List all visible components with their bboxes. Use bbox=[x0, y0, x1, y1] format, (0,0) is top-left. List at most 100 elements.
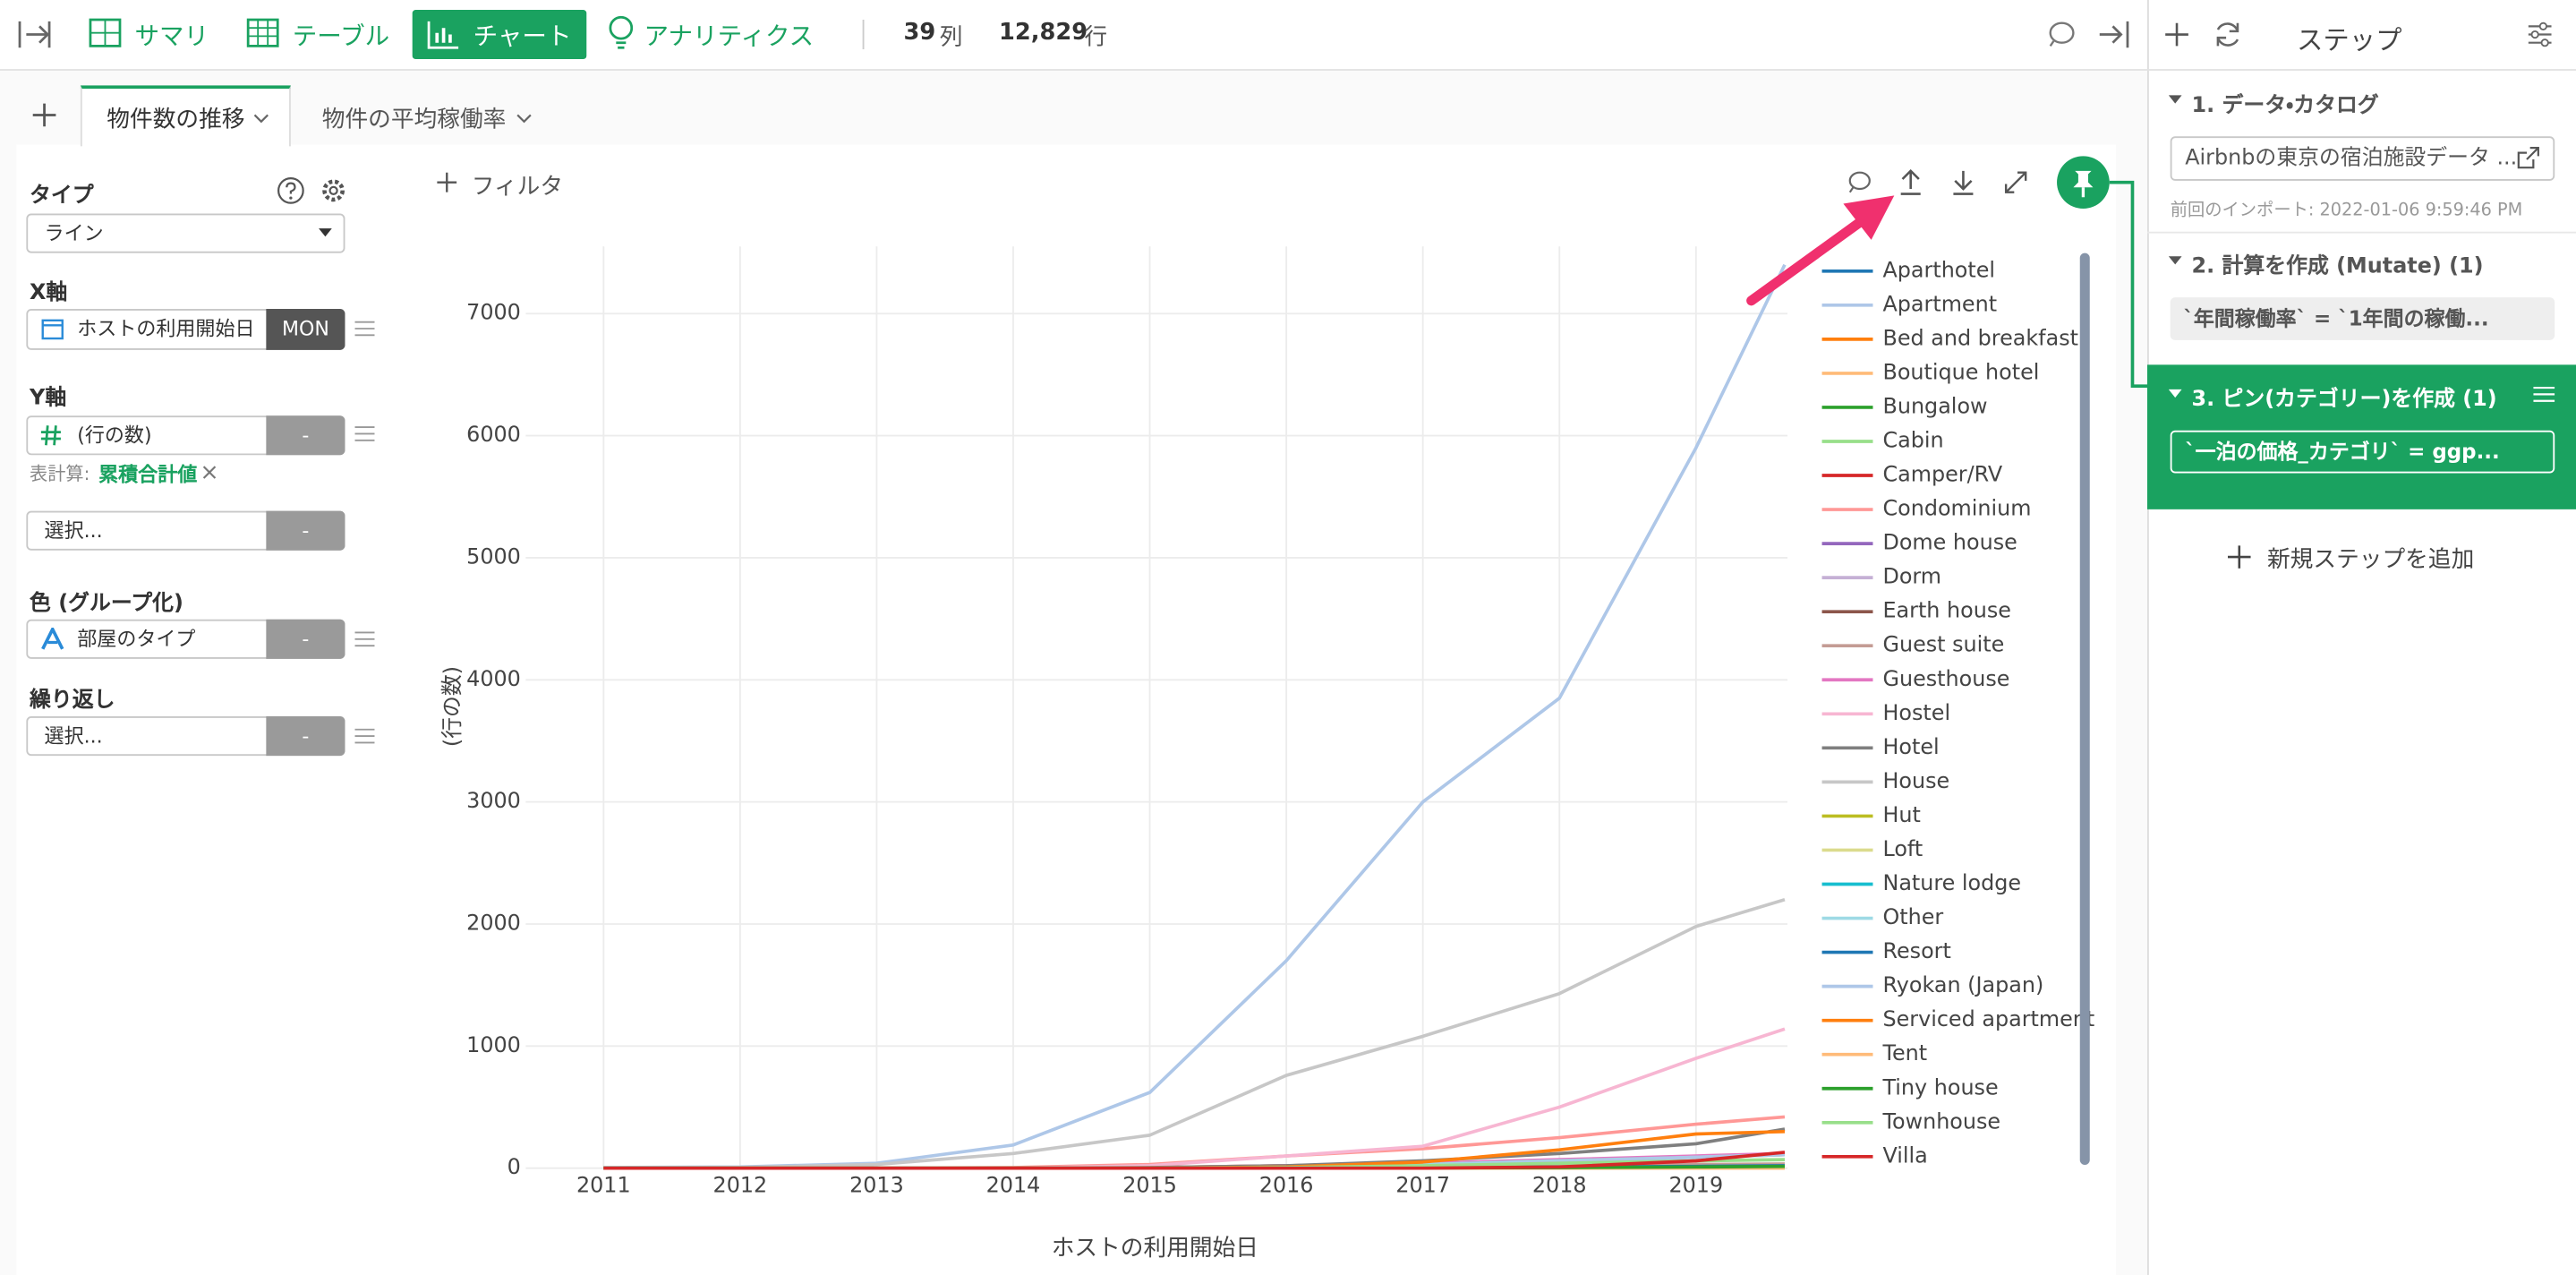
help-icon[interactable] bbox=[276, 175, 305, 205]
legend-label[interactable]: Cabin bbox=[1882, 427, 1943, 452]
add-chart-icon[interactable] bbox=[31, 102, 57, 128]
type-label: タイプ bbox=[30, 184, 94, 210]
x-tick-label: 2016 bbox=[1259, 1172, 1314, 1197]
column-count: 39 bbox=[903, 20, 936, 47]
legend-label[interactable]: Apartment bbox=[1882, 291, 1997, 316]
calc-value[interactable]: 累積合計値 bbox=[98, 463, 198, 487]
y-agg[interactable]: - bbox=[266, 415, 345, 456]
tab-chart-active[interactable] bbox=[412, 10, 587, 60]
tab-table[interactable]: テーブル bbox=[292, 21, 390, 51]
export-icon[interactable] bbox=[1898, 167, 1923, 197]
legend-label[interactable]: House bbox=[1882, 768, 1949, 793]
step-1-note: 前回のインポート: 2022-01-06 9:59:46 PM bbox=[2170, 200, 2523, 220]
select-agg[interactable]: - bbox=[266, 510, 345, 551]
collapse-arrow[interactable] bbox=[2168, 94, 2184, 107]
tab-summary[interactable]: サマリ bbox=[134, 21, 209, 51]
step-menu-icon[interactable] bbox=[2533, 384, 2555, 404]
legend-label[interactable]: Resort bbox=[1882, 938, 1950, 963]
add-step-icon[interactable] bbox=[2163, 21, 2189, 47]
legend-label[interactable]: Guest suite bbox=[1882, 632, 2004, 657]
legend-label[interactable]: Ryokan (Japan) bbox=[1882, 972, 2043, 997]
legend-scrollbar[interactable] bbox=[2079, 252, 2090, 1166]
drag-handle[interactable] bbox=[354, 726, 375, 746]
refresh-icon[interactable] bbox=[2213, 20, 2242, 49]
x-tick-label: 2012 bbox=[713, 1172, 768, 1197]
legend-label[interactable]: Guesthouse bbox=[1882, 666, 2009, 691]
chart-tab-1[interactable]: 物件数の推移 bbox=[107, 107, 245, 133]
legend-label[interactable]: Boutique hotel bbox=[1882, 359, 2039, 384]
legend-label[interactable]: Serviced apartment bbox=[1882, 1006, 2094, 1031]
legend-label[interactable]: Camper/RV bbox=[1882, 462, 2002, 487]
tab-chart[interactable]: チャート bbox=[473, 21, 572, 51]
separator bbox=[862, 20, 865, 50]
comment-icon[interactable] bbox=[2047, 20, 2077, 49]
legend-label[interactable]: Townhouse bbox=[1881, 1108, 2000, 1134]
x-tick-label: 2015 bbox=[1122, 1172, 1177, 1197]
pin-button[interactable] bbox=[2053, 154, 2152, 392]
y-tick-label: 3000 bbox=[466, 788, 521, 813]
divider bbox=[2146, 69, 2576, 71]
legend-label[interactable]: Aparthotel bbox=[1882, 257, 1995, 282]
legend-label[interactable]: Loft bbox=[1882, 836, 1923, 861]
line-chart: 0 1000 2000 3000 4000 5000 6000 7000 2011 2012 201… bbox=[439, 195, 2094, 1262]
add-step-button[interactable]: 新規ステップを追加 bbox=[2266, 547, 2475, 574]
table-icon bbox=[246, 18, 279, 47]
open-link-icon[interactable] bbox=[2515, 144, 2541, 170]
chart-tab-2[interactable]: 物件の平均稼働率 bbox=[321, 107, 507, 133]
y-tick-label: 2000 bbox=[466, 910, 521, 935]
step-3-title[interactable]: 3. ピン(カテゴリー)を作成 (1) bbox=[2191, 388, 2497, 413]
repeat-agg[interactable]: - bbox=[266, 716, 345, 757]
legend-label[interactable]: Hostel bbox=[1882, 700, 1950, 725]
legend-label[interactable]: Tiny house bbox=[1881, 1074, 1998, 1100]
collapse-arrow[interactable] bbox=[2168, 254, 2184, 268]
legend-label[interactable]: Condominium bbox=[1882, 496, 2031, 521]
text-type-icon bbox=[41, 627, 64, 650]
add-filter-icon[interactable] bbox=[437, 172, 457, 193]
legend-label[interactable]: Villa bbox=[1882, 1142, 1927, 1168]
collapse-arrow[interactable] bbox=[2168, 388, 2184, 401]
expand-icon[interactable] bbox=[2002, 169, 2028, 195]
repeat-label: 繰り返し bbox=[30, 688, 115, 714]
legend-label[interactable]: Other bbox=[1882, 904, 1943, 929]
remove-icon[interactable] bbox=[202, 465, 218, 481]
legend-label[interactable]: Tent bbox=[1881, 1040, 1927, 1065]
chart-area bbox=[16, 144, 2117, 1275]
type-select[interactable]: ライン bbox=[26, 213, 345, 253]
toolbar bbox=[0, 0, 2147, 71]
x-value: ホストの利用開始日 bbox=[77, 317, 255, 340]
x-tick-label: 2013 bbox=[849, 1172, 904, 1197]
tab-analytics[interactable]: アナリティクス bbox=[644, 21, 815, 51]
y-tick-label: 5000 bbox=[466, 543, 521, 569]
legend-label[interactable]: Nature lodge bbox=[1882, 870, 2021, 895]
comment-icon[interactable] bbox=[1847, 169, 1872, 195]
legend-label[interactable]: Bed and breakfast bbox=[1882, 325, 2077, 350]
step-1-title[interactable]: 1. データ・カタログ bbox=[2191, 93, 2379, 119]
y-tick-label: 4000 bbox=[466, 666, 521, 691]
x-tick-label: 2014 bbox=[986, 1172, 1041, 1197]
download-icon[interactable] bbox=[1950, 167, 1976, 197]
row-count: 12,829 bbox=[998, 20, 1088, 47]
x-unit[interactable]: MON bbox=[266, 308, 345, 350]
panel-toggle-icon[interactable] bbox=[2096, 18, 2132, 51]
step-2-title[interactable]: 2. 計算を作成 (Mutate) (1) bbox=[2191, 254, 2484, 279]
drag-handle[interactable] bbox=[354, 629, 375, 649]
settings-icon[interactable] bbox=[319, 175, 348, 205]
color-value: 部屋のタイプ bbox=[77, 627, 196, 651]
drag-handle[interactable] bbox=[354, 319, 375, 338]
drag-handle[interactable] bbox=[354, 424, 375, 443]
legend-label[interactable]: Hut bbox=[1882, 802, 1920, 827]
repeat-value: 選択... bbox=[44, 724, 103, 748]
step-1-source[interactable]: Airbnbの東京の宿泊施設データ ... bbox=[2170, 136, 2555, 181]
step-2-body[interactable]: `年間稼働率` = `1年間の稼働... bbox=[2170, 297, 2555, 340]
step-settings-icon[interactable] bbox=[2527, 21, 2553, 47]
step-3-active[interactable] bbox=[2146, 364, 2576, 509]
step-3-body[interactable]: `一泊の価格_カテゴリ` = ggp... bbox=[2170, 430, 2555, 474]
collapse-icon[interactable] bbox=[16, 16, 52, 52]
legend-label[interactable]: Dorm bbox=[1882, 564, 1941, 589]
legend-label[interactable]: Dome house bbox=[1882, 530, 2017, 555]
legend-label[interactable]: Earth house bbox=[1882, 598, 2010, 623]
color-agg[interactable]: - bbox=[266, 619, 345, 659]
legend-label[interactable]: Hotel bbox=[1882, 734, 1939, 759]
filter-button[interactable]: フィルタ bbox=[471, 174, 564, 201]
legend-label[interactable]: Bungalow bbox=[1882, 393, 1987, 418]
